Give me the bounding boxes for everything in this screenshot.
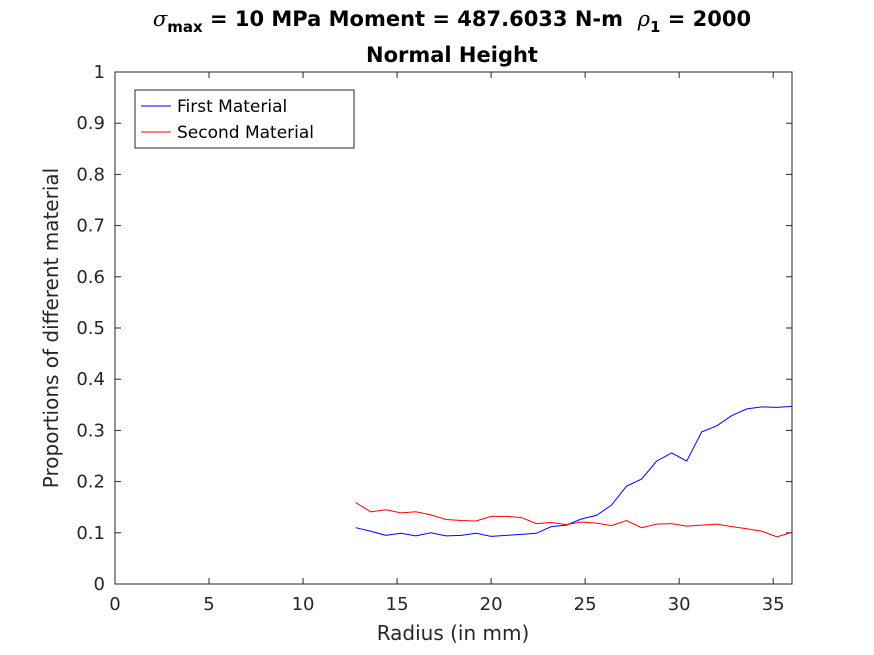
- legend-box: [134, 89, 355, 149]
- y-tick-label: 0.9: [76, 113, 105, 134]
- x-tick-label: 35: [762, 594, 785, 615]
- title-rho-symbol: ρ: [637, 7, 651, 31]
- x-tick-label: 30: [668, 594, 691, 615]
- plot-area: [114, 71, 793, 585]
- title-text-part2: = 2000: [660, 7, 751, 31]
- title-sigma-subscript: max: [167, 18, 203, 36]
- y-tick-label: 0.3: [76, 420, 105, 441]
- legend-label-first-material: First Material: [177, 97, 287, 117]
- y-tick-label: 0.5: [76, 318, 105, 339]
- x-tick-label: 10: [292, 594, 315, 615]
- y-tick-label: 0.1: [76, 523, 105, 544]
- y-tick-label: 0: [94, 574, 105, 595]
- y-axis-label: Proportions of different material: [39, 168, 63, 488]
- title-text-part1: = 10 MPa Moment = 487.6033 N-m: [203, 7, 638, 31]
- x-tick-label: 0: [109, 594, 120, 615]
- x-tick-label: 25: [574, 594, 597, 615]
- chart-title-line1: σmax = 10 MPa Moment = 487.6033 N-m ρ1 =…: [153, 7, 751, 36]
- legend: First Material Second Material: [134, 89, 355, 149]
- x-tick-label: 15: [386, 594, 409, 615]
- series-line-second-material: [355, 502, 793, 538]
- x-tick-label: 5: [203, 594, 214, 615]
- y-tick-label: 0.4: [76, 369, 105, 390]
- axis-ticks: 0 5 10 15 20 25 30 35 0 0.1 0.2 0.3 0.4 0.5 0.6 0.7 0.8 0…: [76, 62, 792, 615]
- y-tick-label: 1: [94, 62, 105, 83]
- y-tick-label: 0.7: [76, 216, 105, 237]
- y-tick-label: 0.8: [76, 164, 105, 185]
- series-lines: [355, 405, 793, 538]
- title-sigma-symbol: σ: [153, 7, 168, 31]
- legend-label-second-material: Second Material: [177, 123, 314, 143]
- y-tick-label: 0.6: [76, 267, 105, 288]
- series-line-first-material: [355, 405, 793, 537]
- x-axis-label: Radius (in mm): [377, 621, 530, 645]
- chart-title-line2: Normal Height: [366, 43, 538, 67]
- x-tick-label: 20: [480, 594, 503, 615]
- title-rho-subscript: 1: [650, 18, 660, 36]
- y-tick-label: 0.2: [76, 472, 105, 493]
